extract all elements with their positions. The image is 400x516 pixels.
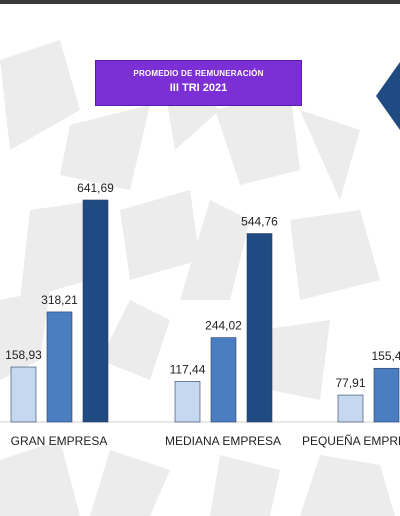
bar-gran-empresa-s3	[82, 199, 109, 423]
chart-title: PROMEDIO DE REMUNERACIÓN	[133, 69, 264, 78]
bar-gran-empresa-s1	[10, 366, 37, 423]
bar-peque-a-empresa-s2	[373, 367, 400, 423]
bar-mediana-empresa-s3	[246, 233, 273, 423]
data-label: 117,44	[170, 362, 206, 376]
bar-gran-empresa-s2	[46, 311, 73, 423]
data-label: 155,4	[371, 349, 400, 363]
data-label: 244,02	[205, 319, 242, 333]
bar-mediana-empresa-s1	[174, 381, 201, 423]
chart-title-box: PROMEDIO DE REMUNERACIÓN III TRI 2021	[95, 60, 302, 106]
category-label: GRAN EMPRESA	[11, 434, 108, 448]
data-label: 544,76	[241, 215, 278, 229]
data-label: 641,69	[77, 181, 114, 195]
bar-peque-a-empresa-s1	[337, 394, 364, 423]
data-label: 77,91	[335, 376, 365, 390]
data-label: 158,93	[5, 348, 42, 362]
category-label: MEDIANA EMPRESA	[165, 434, 281, 448]
top-bar	[0, 0, 400, 4]
bar-mediana-empresa-s2	[210, 337, 237, 423]
arrow-shape	[376, 62, 400, 130]
data-label: 318,21	[41, 293, 78, 307]
chart-subtitle: III TRI 2021	[169, 82, 228, 94]
category-label: PEQUEÑA EMPRESA	[302, 434, 400, 448]
